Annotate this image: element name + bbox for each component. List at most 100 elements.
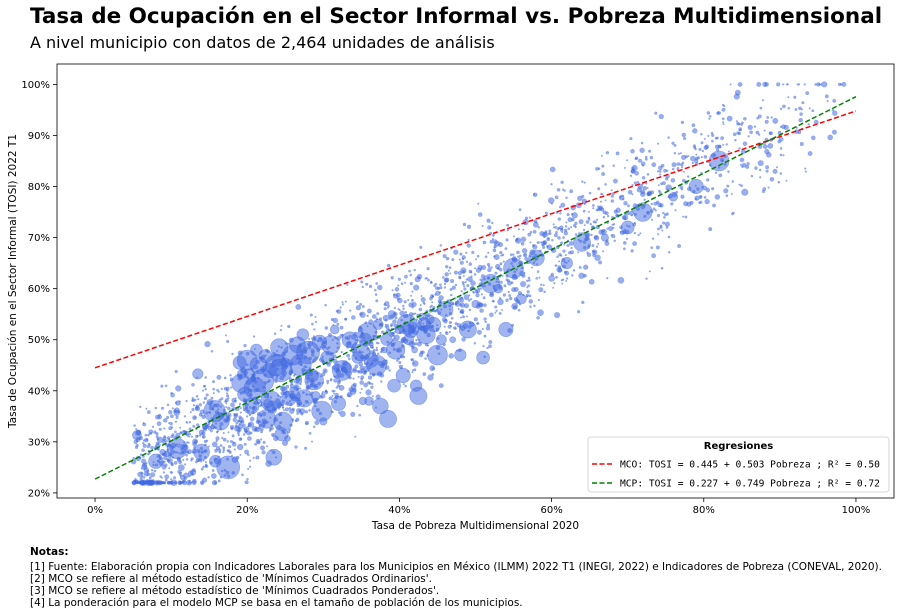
data-point: [242, 433, 246, 436]
data-point: [450, 316, 454, 320]
data-point: [520, 281, 527, 288]
data-point: [552, 286, 555, 289]
data-point: [416, 341, 422, 347]
data-point: [467, 238, 470, 242]
data-point: [577, 195, 583, 202]
data-point: [714, 171, 718, 174]
data-point: [171, 407, 174, 410]
data-point: [226, 394, 230, 398]
data-point: [169, 471, 173, 474]
data-point: [670, 202, 674, 206]
data-point: [212, 392, 215, 395]
data-point: [594, 221, 597, 224]
data-point: [168, 410, 173, 415]
data-point: [654, 111, 658, 115]
data-point: [799, 112, 803, 116]
data-point: [445, 331, 448, 334]
data-point: [409, 273, 413, 277]
data-point: [447, 324, 452, 329]
data-point: [711, 187, 715, 191]
data-point: [532, 229, 537, 234]
data-point: [355, 305, 362, 311]
data-point: [769, 177, 775, 182]
data-point: [162, 471, 166, 474]
data-point: [419, 304, 422, 306]
data-point: [658, 191, 662, 194]
data-point: [762, 144, 768, 149]
data-point-large: [458, 320, 477, 339]
data-point: [444, 277, 450, 283]
data-point: [663, 168, 667, 173]
data-point: [659, 173, 662, 176]
data-point: [623, 247, 626, 251]
data-point: [793, 95, 797, 99]
data-point: [475, 293, 480, 298]
data-point: [365, 389, 372, 396]
data-point: [460, 290, 463, 293]
data-point: [427, 344, 430, 347]
data-point: [299, 383, 302, 386]
data-point: [211, 469, 215, 472]
data-point: [227, 431, 230, 434]
data-point: [651, 237, 655, 240]
data-point: [487, 267, 492, 273]
data-point: [750, 174, 754, 178]
data-point: [623, 241, 627, 245]
data-point: [135, 428, 138, 431]
data-point: [335, 386, 338, 389]
data-point: [179, 431, 182, 435]
data-point: [398, 308, 401, 311]
data-point: [504, 247, 508, 250]
data-point: [225, 392, 229, 395]
data-point: [145, 462, 148, 465]
data-point: [382, 314, 390, 322]
data-point: [192, 424, 196, 428]
data-point: [747, 124, 753, 130]
data-point: [333, 378, 338, 383]
data-point: [142, 439, 146, 442]
data-point: [387, 328, 391, 331]
data-point: [255, 426, 261, 433]
data-point: [402, 383, 405, 386]
data-point: [216, 430, 219, 433]
data-point: [238, 422, 241, 426]
data-point: [278, 407, 281, 410]
data-point-large: [265, 448, 283, 466]
data-point: [249, 465, 252, 468]
data-point: [637, 183, 644, 190]
data-point: [486, 218, 491, 223]
data-point: [542, 284, 545, 287]
data-point: [170, 462, 174, 466]
data-point: [230, 402, 235, 408]
data-point: [185, 458, 189, 461]
data-point: [426, 267, 430, 271]
data-point: [583, 181, 586, 184]
data-point: [374, 288, 377, 292]
data-point: [141, 475, 144, 478]
data-point: [591, 249, 598, 255]
note-4: [4] La ponderación para el modelo MCP se…: [30, 596, 523, 609]
data-point: [722, 143, 725, 146]
data-point: [164, 384, 168, 388]
data-point: [367, 381, 371, 385]
data-point: [230, 379, 232, 382]
data-point: [197, 398, 200, 401]
data-point: [661, 229, 664, 232]
data-point: [163, 418, 168, 423]
data-point: [475, 290, 479, 294]
data-point: [497, 267, 500, 270]
data-point: [308, 431, 312, 435]
data-point: [559, 212, 562, 215]
data-point: [629, 174, 633, 177]
data-point: [694, 195, 700, 201]
data-point-large: [668, 192, 678, 202]
data-point: [184, 463, 187, 466]
data-point: [542, 245, 546, 249]
data-point: [468, 262, 473, 266]
data-point: [402, 307, 405, 310]
data-point: [782, 104, 786, 109]
data-point: [233, 414, 238, 419]
data-point: [517, 308, 521, 312]
data-point: [576, 310, 581, 314]
data-point: [467, 299, 471, 302]
